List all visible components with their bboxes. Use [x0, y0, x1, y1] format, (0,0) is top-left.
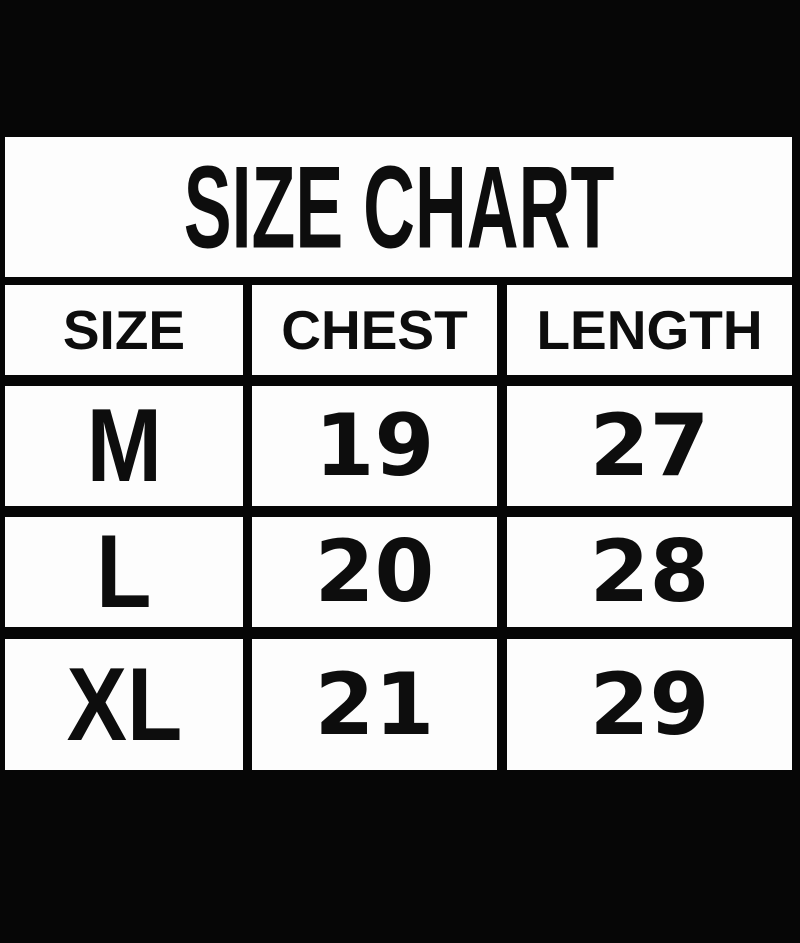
table-header-row: SIZE CHEST LENGTH — [5, 285, 792, 375]
cell-size-xl: XL — [5, 639, 243, 770]
cell-length-l: 28 — [507, 517, 792, 627]
page-title: SIZE CHART — [183, 141, 614, 273]
size-value-xl: XL — [66, 646, 182, 763]
cell-length-m: 27 — [507, 386, 792, 506]
header-cell-size: SIZE — [5, 285, 243, 375]
cell-length-xl: 29 — [507, 639, 792, 770]
table-row-l: L 20 28 — [5, 517, 792, 627]
length-value-xl: 29 — [589, 654, 710, 755]
chest-value-m: 19 — [314, 396, 435, 496]
length-value-l: 28 — [589, 522, 710, 622]
header-cell-length: LENGTH — [507, 285, 792, 375]
cell-chest-xl: 21 — [252, 639, 497, 770]
header-cell-chest: CHEST — [252, 285, 497, 375]
title-box: SIZE CHART — [5, 137, 792, 277]
table-row-m: M 19 27 — [5, 386, 792, 506]
column-header-length: LENGTH — [536, 298, 763, 361]
cell-chest-m: 19 — [252, 386, 497, 506]
column-header-chest: CHEST — [281, 298, 468, 361]
size-value-l: L — [96, 517, 152, 627]
size-value-m: M — [86, 388, 162, 504]
cell-chest-l: 20 — [252, 517, 497, 627]
cell-size-m: M — [5, 386, 243, 506]
cell-size-l: L — [5, 517, 243, 627]
chest-value-xl: 21 — [314, 654, 435, 755]
column-header-size: SIZE — [62, 298, 186, 361]
table-row-xl: XL 21 29 — [5, 639, 792, 770]
length-value-m: 27 — [589, 396, 710, 496]
chest-value-l: 20 — [314, 522, 435, 622]
